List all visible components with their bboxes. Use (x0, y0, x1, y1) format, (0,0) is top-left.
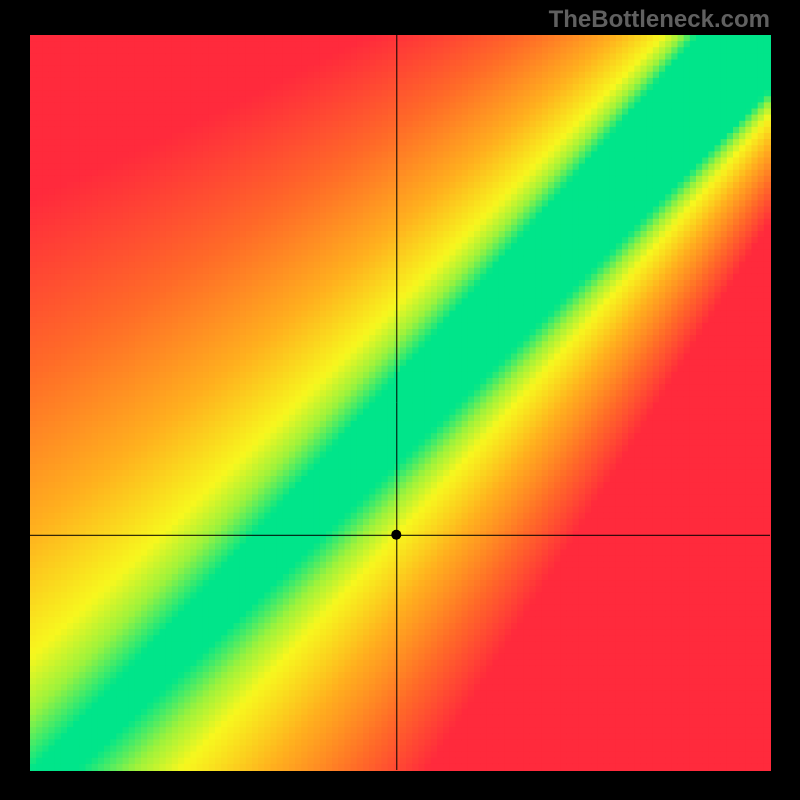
chart-container: TheBottleneck.com (0, 0, 800, 800)
bottleneck-heatmap (0, 0, 800, 800)
watermark-text: TheBottleneck.com (549, 6, 770, 34)
